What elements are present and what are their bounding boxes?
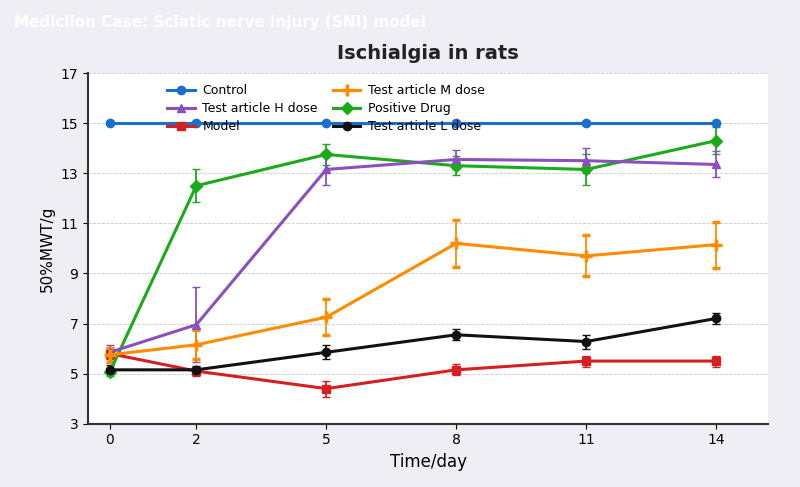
- Y-axis label: 50%MWT/g: 50%MWT/g: [40, 205, 55, 292]
- Legend: Control, Test article H dose, Model, Test article M dose, Positive Drug, Test ar: Control, Test article H dose, Model, Tes…: [162, 79, 490, 138]
- Text: Medicilon Case: Sciatic nerve injury (SNI) model: Medicilon Case: Sciatic nerve injury (SN…: [14, 15, 426, 30]
- X-axis label: Time/day: Time/day: [390, 453, 466, 471]
- Title: Ischialgia in rats: Ischialgia in rats: [337, 44, 519, 63]
